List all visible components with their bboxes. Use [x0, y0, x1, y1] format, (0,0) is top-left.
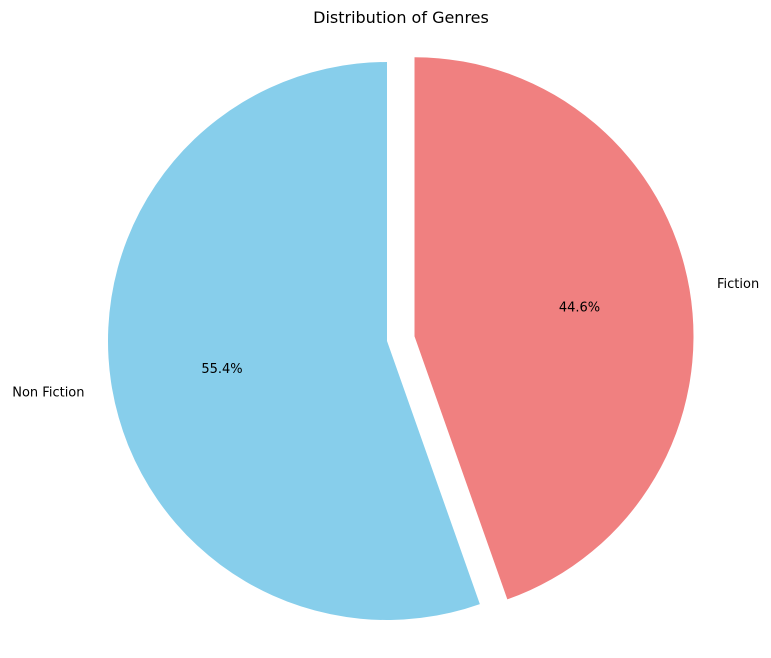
slice-percent-label: 44.6%	[559, 301, 600, 316]
slice-name-label: Non Fiction	[12, 385, 84, 400]
pie-slice-fiction	[414, 57, 694, 600]
slice-percent-label: 55.4%	[201, 362, 242, 377]
pie-slice-non-fiction	[108, 62, 480, 620]
chart-title: Distribution of Genres	[313, 8, 489, 27]
pie-labels: Non Fiction 55.4% Fiction 44.6%	[12, 277, 759, 400]
slice-name-label: Fiction	[717, 277, 759, 292]
pie-slices	[108, 57, 694, 620]
